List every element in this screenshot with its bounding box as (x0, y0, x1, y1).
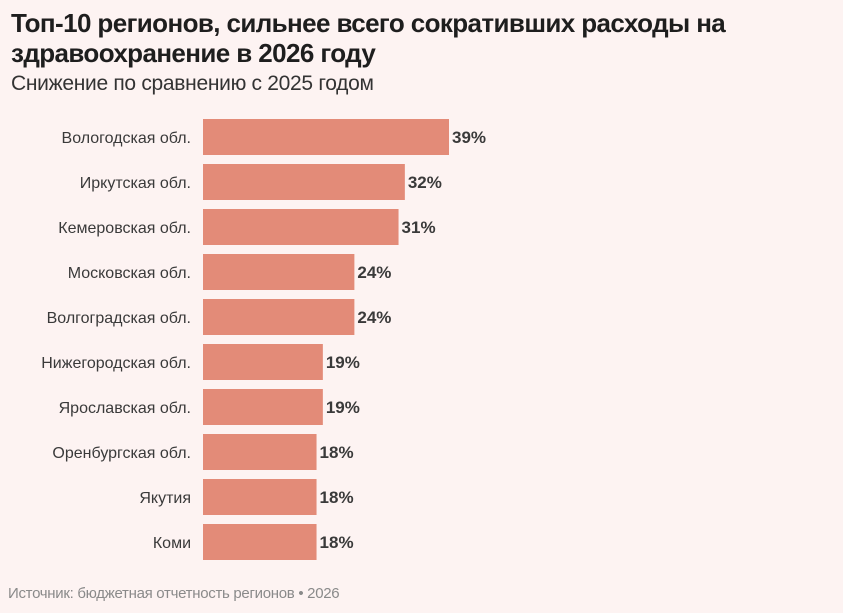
chart-subtitle: Снижение по сравнению с 2025 годом (11, 72, 374, 95)
category-label: Оренбургская обл. (52, 445, 191, 462)
category-label: Ярославская обл. (59, 400, 191, 417)
bar (203, 434, 317, 470)
category-label: Вологодская обл. (62, 130, 191, 147)
category-label: Якутия (139, 490, 191, 507)
category-label: Коми (153, 535, 191, 552)
value-label: 19% (326, 353, 360, 372)
value-label: 18% (320, 488, 354, 507)
value-label: 18% (320, 533, 354, 552)
category-label: Иркутская обл. (80, 175, 191, 192)
bar (203, 119, 449, 155)
bar (203, 209, 399, 245)
category-label: Волгоградская обл. (47, 310, 191, 327)
value-label: 24% (357, 263, 391, 282)
value-label: 39% (452, 128, 486, 147)
bar (203, 524, 317, 560)
value-label: 18% (320, 443, 354, 462)
bar (203, 479, 317, 515)
bar (203, 344, 323, 380)
bar (203, 254, 355, 290)
bar (203, 164, 405, 200)
category-label: Кемеровская обл. (58, 220, 191, 237)
bar (203, 389, 323, 425)
value-label: 19% (326, 398, 360, 417)
category-label: Нижегородская обл. (41, 355, 191, 372)
value-label: 32% (408, 173, 442, 192)
value-label: 31% (402, 218, 436, 237)
category-label: Московская обл. (68, 265, 191, 282)
bar (203, 299, 355, 335)
value-label: 24% (357, 308, 391, 327)
source-note: Источник: бюджетная отчетность регионов … (8, 585, 340, 602)
chart-title: Топ-10 регионов, сильнее всего сокративш… (11, 8, 726, 68)
